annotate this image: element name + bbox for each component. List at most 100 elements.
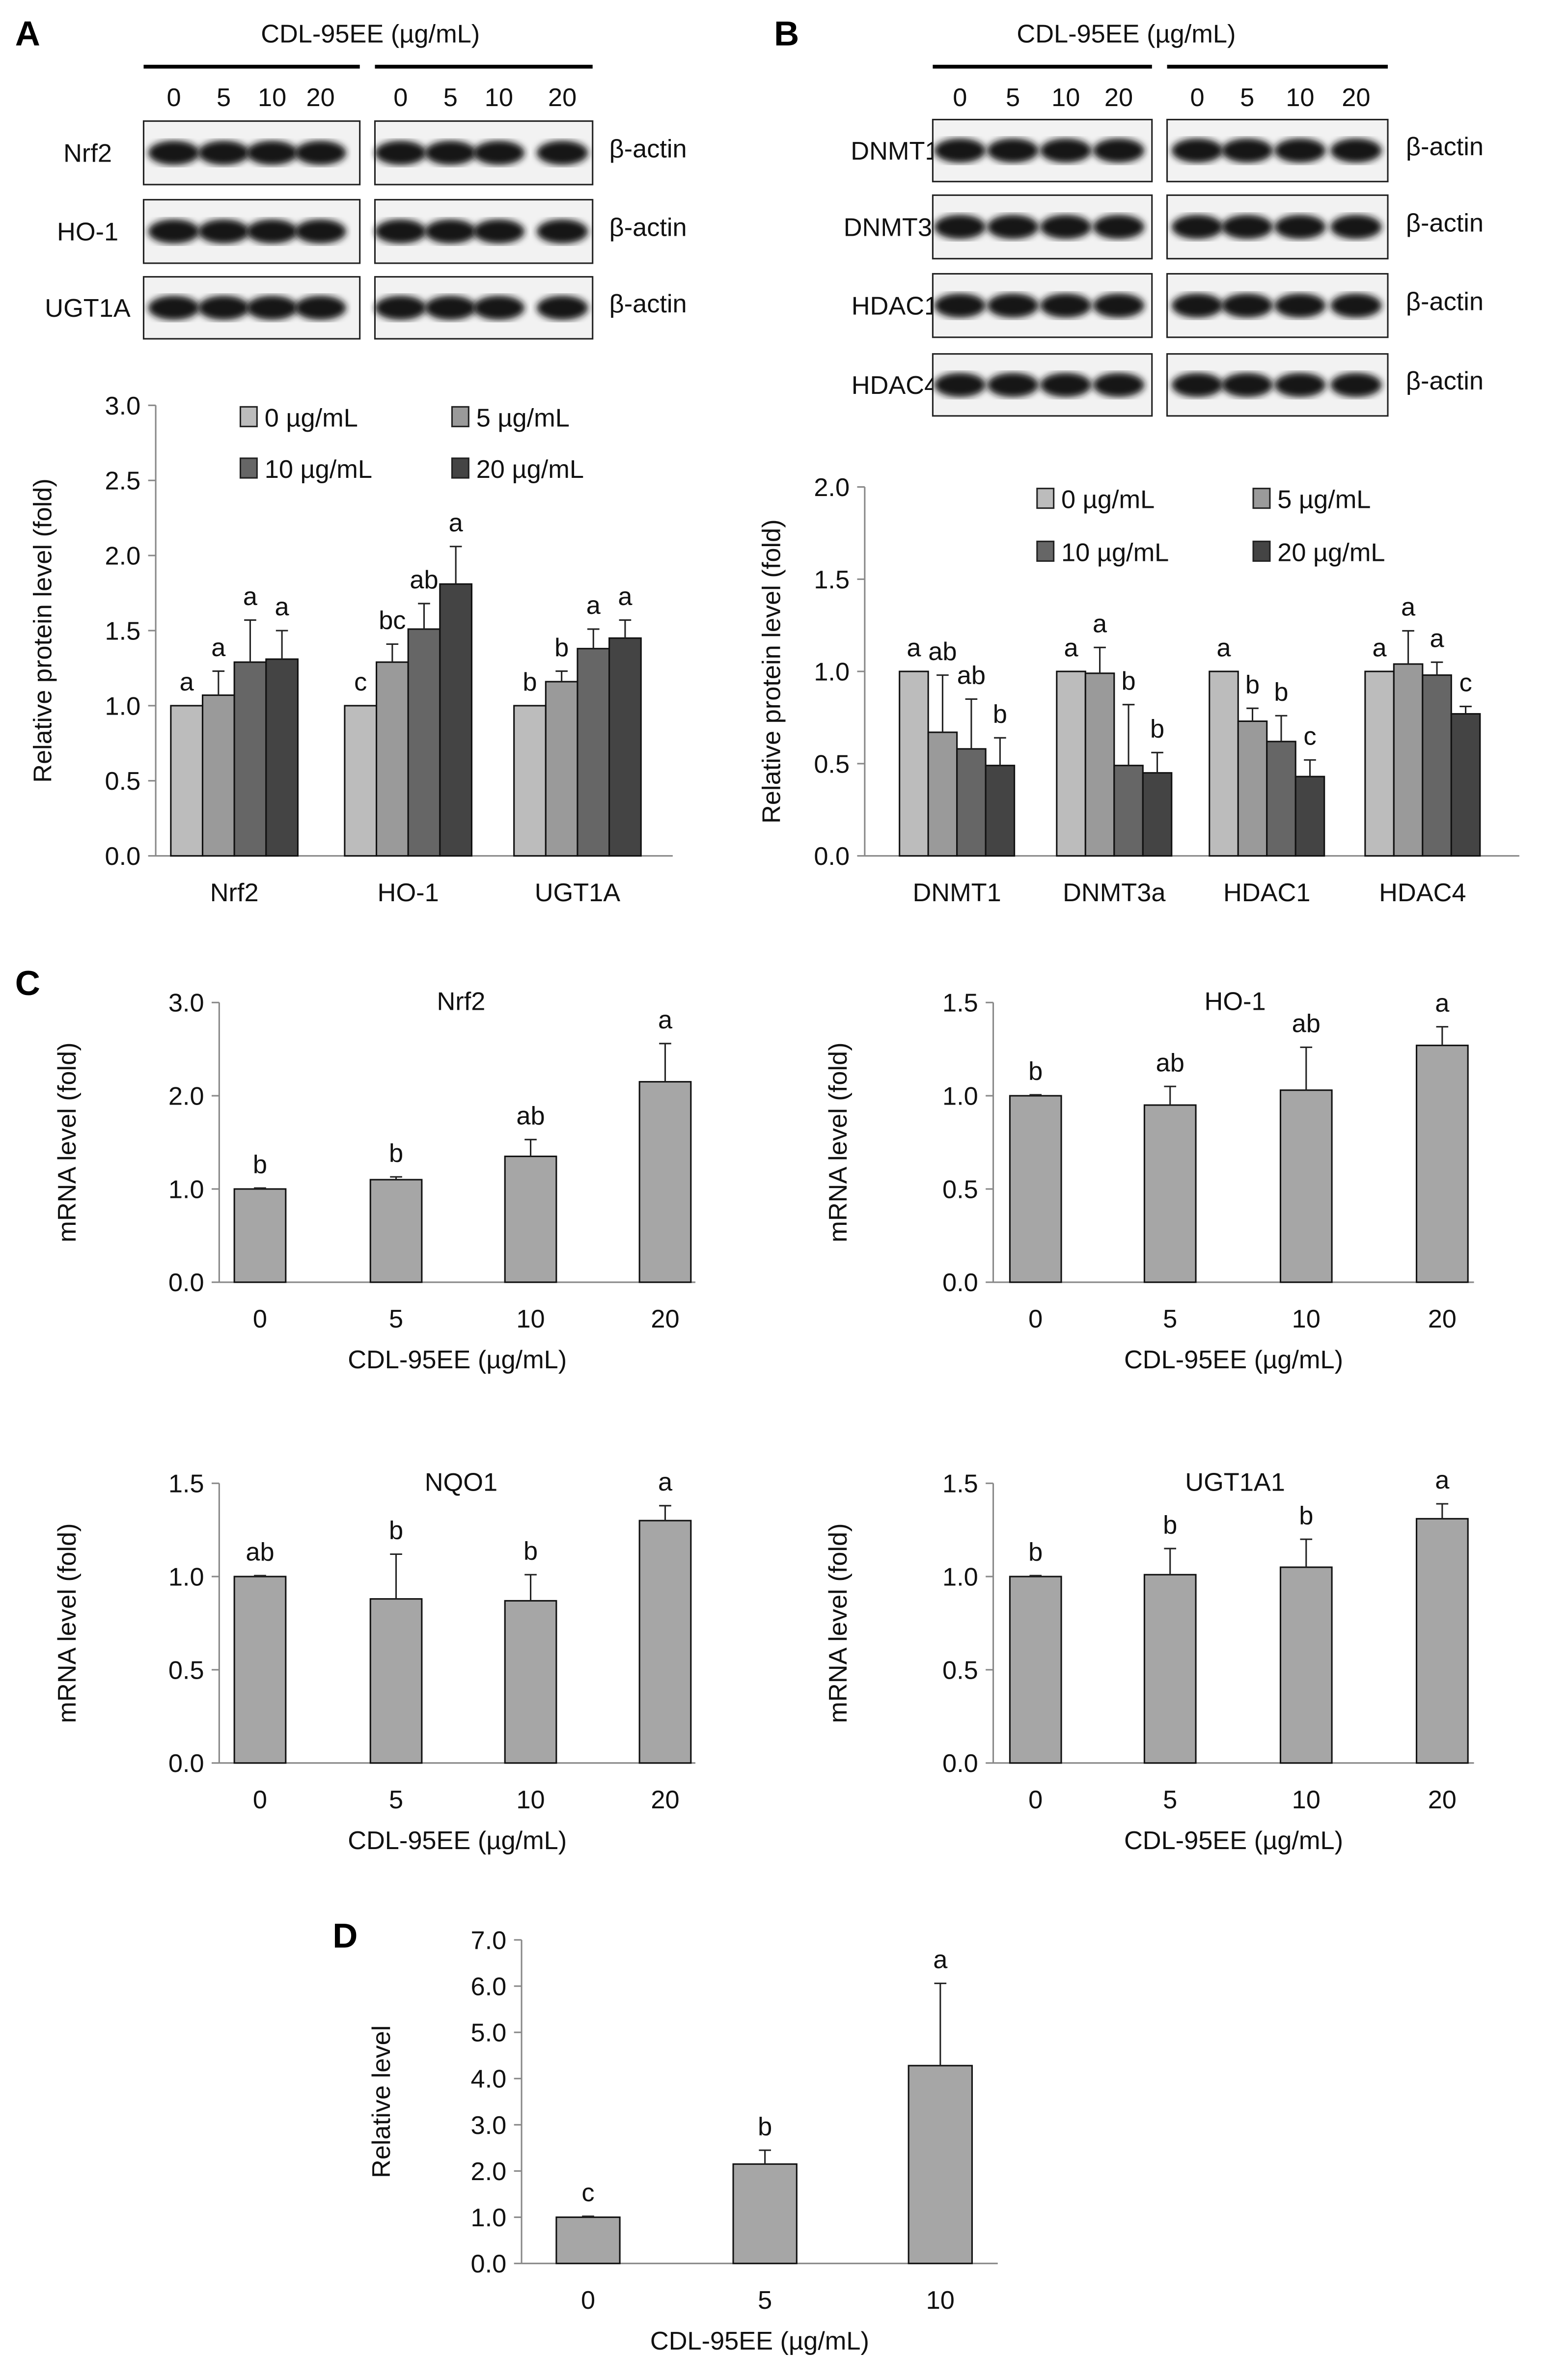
blot-band <box>987 293 1039 318</box>
blot-band <box>1221 215 1273 239</box>
significance-letter: c <box>581 2179 594 2207</box>
blot-band <box>1274 138 1326 163</box>
bar <box>1393 663 1424 857</box>
y-tick-label: 1.0 <box>168 1175 204 1204</box>
y-tick-label: 1.5 <box>168 1470 204 1498</box>
x-tick-label: HDAC1 <box>1223 879 1310 907</box>
y-axis-label: mRNA level (fold) <box>824 1523 853 1723</box>
y-tick-label: 0.0 <box>168 1269 204 1297</box>
lane-label: 20 <box>1104 83 1133 112</box>
y-tick-label: 3.0 <box>471 2111 507 2140</box>
blot-band <box>1093 373 1145 397</box>
legend-swatch <box>239 457 258 479</box>
legend-swatch <box>1036 488 1055 509</box>
blot-control-label: β-actin <box>1406 133 1484 161</box>
bar <box>1422 674 1452 857</box>
blot-control-label: β-actin <box>1406 287 1484 316</box>
blot-control-label: β-actin <box>609 135 687 163</box>
y-tick-label: 0.0 <box>942 1749 978 1778</box>
significance-letter: b <box>993 700 1007 729</box>
chart-title: UGT1A1 <box>1185 1468 1285 1497</box>
y-tick-label: 4.0 <box>471 2065 507 2094</box>
blot-band <box>1221 293 1273 318</box>
y-tick-label: 0.5 <box>168 1656 204 1685</box>
chart-c-ugt1a1: 0.0 0.5 1.0 1.5 mRNA level (fold) 0 5 10 20 CDL-9… <box>824 1466 1474 1855</box>
chart-a: 0.0 0.5 1.0 1.5 2.0 2.5 3.0 Relative protein le… <box>29 392 673 907</box>
bar <box>1450 713 1481 857</box>
significance-letter: a <box>933 1946 948 1974</box>
significance-letter: a <box>1216 634 1231 662</box>
y-tick-label: 0.5 <box>942 1656 978 1685</box>
lane-label: 5 <box>443 83 458 112</box>
x-tick-label: 5 <box>758 2286 772 2315</box>
blot-band <box>148 296 200 320</box>
bar <box>927 731 958 857</box>
y-tick-label: 6.0 <box>471 1972 507 2001</box>
blot-protein-label: HDAC1 <box>852 292 938 321</box>
blot-control-label: β-actin <box>1406 209 1484 237</box>
chart-b: 0.0 0.5 1.0 1.5 2.0 Relative protein level (f… <box>757 473 1519 907</box>
y-tick-label: 0.0 <box>471 2250 507 2278</box>
blot-band <box>987 373 1039 397</box>
bar <box>638 1081 692 1283</box>
chart-d: 0.0 1.0 2.0 3.0 4.0 5.0 6.0 7.0 Relative level 0 5… <box>367 1926 998 2355</box>
y-tick-label: 1.5 <box>942 989 978 1018</box>
blot-band <box>246 296 298 320</box>
blot-protein-label: HO-1 <box>57 218 118 247</box>
y-axis-label: mRNA level (fold) <box>824 1042 853 1242</box>
significance-letter: b <box>1028 1057 1043 1085</box>
x-tick-label: HO-1 <box>378 879 439 907</box>
legend-swatch <box>1252 540 1271 562</box>
bar <box>1415 1045 1469 1283</box>
y-tick-label: 1.0 <box>814 658 850 687</box>
significance-letter: ab <box>1292 1010 1321 1038</box>
significance-letter: ab <box>1156 1049 1184 1077</box>
lane-label: 0 <box>1190 83 1205 112</box>
legend-label: 5 µg/mL <box>476 404 570 432</box>
bar <box>504 1600 557 1764</box>
x-tick-label: 10 <box>516 1786 545 1814</box>
y-axis-label: Relative level <box>367 2025 396 2178</box>
bar <box>1209 670 1239 857</box>
significance-letter: b <box>523 1537 538 1565</box>
x-tick-label: 20 <box>1428 1305 1457 1333</box>
bar <box>1084 672 1115 857</box>
y-axis-label: Relative protein level (fold) <box>757 519 786 824</box>
panel-label-d: D <box>332 1916 358 1955</box>
blot-band <box>1330 215 1382 239</box>
bar <box>233 661 267 857</box>
bar <box>555 2216 621 2265</box>
legend-swatch <box>1252 488 1271 509</box>
significance-letter: a <box>1064 634 1079 662</box>
x-tick-label: UGT1A <box>535 879 621 907</box>
legend-swatch <box>451 457 469 479</box>
blot-band <box>148 219 200 244</box>
y-axis-label: Relative protein level (fold) <box>29 478 57 783</box>
x-tick-label: Nrf2 <box>210 879 259 907</box>
y-tick-label: 0.0 <box>105 842 141 871</box>
lane-label: 20 <box>548 83 577 112</box>
x-tick-label: DNMT1 <box>913 879 1001 907</box>
significance-letter: ab <box>957 662 986 690</box>
x-tick-label: 0 <box>253 1305 267 1333</box>
legend-label: 5 µg/mL <box>1277 486 1371 514</box>
bar <box>1143 1104 1197 1283</box>
legend-label: 10 µg/mL <box>265 455 372 484</box>
bar <box>369 1598 423 1764</box>
legend-label: 10 µg/mL <box>1061 538 1169 567</box>
bar <box>1364 670 1395 857</box>
x-tick-label: 0 <box>1028 1786 1043 1814</box>
bar <box>732 2163 798 2265</box>
blot-band <box>473 296 525 320</box>
lane-label: 0 <box>393 83 408 112</box>
y-tick-label: 0.5 <box>105 767 141 796</box>
significance-letter: a <box>211 634 226 662</box>
blot-band <box>246 140 298 165</box>
y-tick-label: 1.0 <box>168 1563 204 1592</box>
blot-control-label: β-actin <box>1406 367 1484 395</box>
bar <box>1279 1566 1333 1764</box>
significance-letter: a <box>1093 609 1107 638</box>
bar <box>1279 1089 1333 1283</box>
x-tick-label: 5 <box>389 1305 403 1333</box>
